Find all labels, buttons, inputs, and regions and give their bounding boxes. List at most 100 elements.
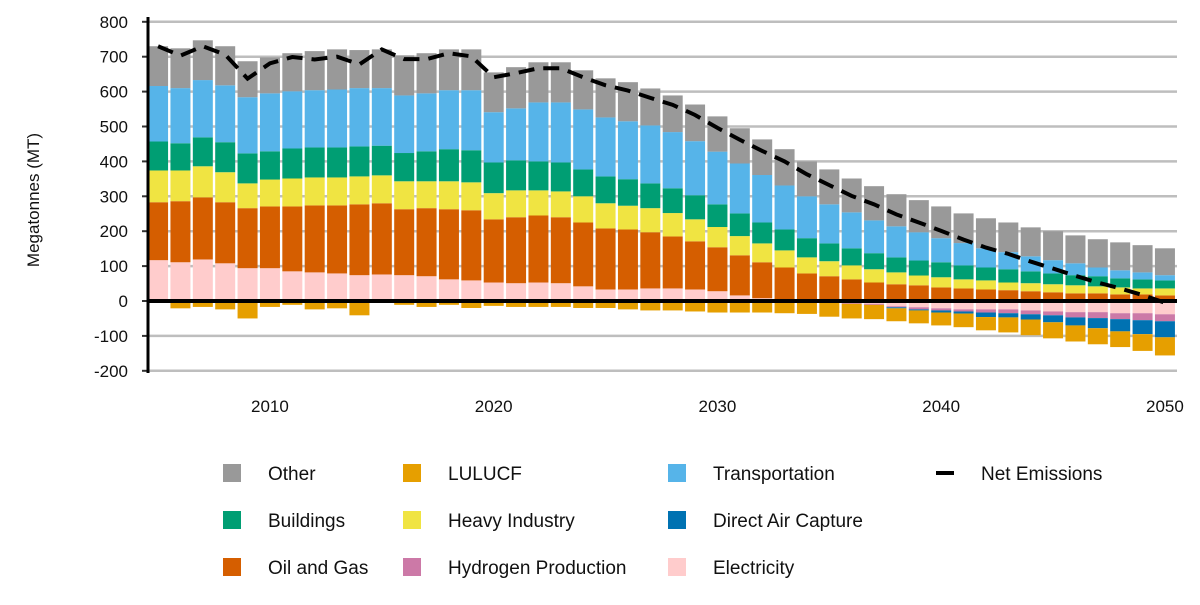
bar-buildings-2032 [752, 222, 773, 244]
bar-heavy-industry-2032 [752, 243, 773, 263]
bar-oil-and-gas-2039 [908, 285, 929, 301]
bar-transportation-2022 [528, 102, 549, 162]
bar-transportation-2037 [864, 220, 885, 254]
bar-other-2015 [371, 49, 392, 89]
bar-transportation-2026 [617, 121, 638, 180]
bar-heavy-industry-2045 [1043, 284, 1064, 293]
bar-lulucf-2009 [237, 301, 258, 319]
bar-electricity-2039 [908, 301, 929, 308]
bar-hydrogen-production-2043 [998, 309, 1019, 314]
bar-other-2020 [483, 72, 504, 113]
bar-buildings-2040 [931, 262, 952, 278]
bar-transportation-2039 [908, 232, 929, 261]
bar-transportation-2030 [707, 151, 728, 205]
bar-oil-and-gas-2021 [506, 217, 527, 284]
bar-oil-and-gas-2040 [931, 287, 952, 301]
bar-other-2025 [595, 78, 616, 118]
bar-oil-and-gas-2014 [349, 204, 370, 276]
bar-direct-air-capture-2043 [998, 313, 1019, 318]
bar-heavy-industry-2036 [841, 265, 862, 280]
bar-lulucf-2045 [1043, 322, 1064, 339]
bar-transportation-2019 [461, 90, 482, 151]
bar-buildings-2009 [237, 153, 258, 184]
bar-lulucf-2044 [1020, 319, 1041, 336]
bar-lulucf-2029 [685, 301, 706, 312]
bar-transportation-2006 [170, 88, 191, 144]
bar-oil-and-gas-2026 [617, 229, 638, 290]
bar-buildings-2006 [170, 143, 191, 171]
bar-electricity-2046 [1065, 301, 1086, 313]
bar-oil-and-gas-2048 [1110, 294, 1131, 301]
legend-swatch [223, 464, 241, 482]
bar-buildings-2050 [1154, 280, 1175, 289]
bar-electricity-2006 [170, 262, 191, 301]
bar-oil-and-gas-2023 [550, 217, 571, 284]
bar-electricity-2031 [729, 295, 750, 301]
bar-oil-and-gas-2043 [998, 290, 1019, 301]
bar-electricity-2017 [416, 276, 437, 301]
bar-buildings-2018 [438, 149, 459, 182]
bar-buildings-2010 [259, 151, 280, 180]
bar-heavy-industry-2007 [192, 166, 213, 198]
bar-electricity-2009 [237, 268, 258, 301]
legend-item-electricity: Electricity [668, 558, 795, 579]
bar-heavy-industry-2020 [483, 193, 504, 220]
bar-oil-and-gas-2020 [483, 219, 504, 283]
bar-lulucf-2012 [304, 301, 325, 310]
bar-heavy-industry-2017 [416, 181, 437, 209]
bar-electricity-2007 [192, 259, 213, 301]
bar-other-2007 [192, 40, 213, 81]
bar-heavy-industry-2016 [394, 181, 415, 210]
bar-lulucf-2046 [1065, 325, 1086, 342]
bar-lulucf-2019 [461, 301, 482, 308]
bar-other-2049 [1132, 245, 1153, 273]
legend-label: Hydrogen Production [448, 558, 627, 579]
bar-electricity-2026 [617, 289, 638, 301]
legend-label: Direct Air Capture [713, 511, 863, 532]
y-tick-label: 300 [100, 187, 128, 206]
bar-buildings-2024 [573, 169, 594, 197]
bar-lulucf-2038 [886, 308, 907, 322]
bar-lulucf-2048 [1110, 331, 1131, 348]
bar-buildings-2017 [416, 151, 437, 182]
bar-oil-and-gas-2006 [170, 201, 191, 263]
bar-oil-and-gas-2031 [729, 255, 750, 296]
bar-transportation-2031 [729, 163, 750, 214]
bar-hydrogen-production-2045 [1043, 311, 1064, 316]
bar-buildings-2045 [1043, 273, 1064, 285]
bar-electricity-2021 [506, 283, 527, 301]
bar-lulucf-2007 [192, 301, 213, 307]
bar-other-2016 [394, 55, 415, 96]
bar-oil-and-gas-2032 [752, 262, 773, 299]
bar-heavy-industry-2037 [864, 269, 885, 283]
bar-other-2006 [170, 48, 191, 89]
bar-buildings-2036 [841, 248, 862, 266]
bar-transportation-2048 [1110, 270, 1131, 279]
bar-electricity-2027 [640, 288, 661, 301]
bar-other-2018 [438, 49, 459, 91]
bar-lulucf-2013 [327, 301, 348, 309]
bar-lulucf-2023 [550, 301, 571, 307]
legend-swatch [403, 464, 421, 482]
bar-heavy-industry-2013 [327, 177, 348, 206]
bar-other-2047 [1087, 239, 1108, 268]
bar-electricity-2045 [1043, 301, 1064, 312]
bar-buildings-2026 [617, 179, 638, 206]
bar-lulucf-2024 [573, 301, 594, 308]
bar-heavy-industry-2046 [1065, 285, 1086, 294]
bar-electricity-2008 [215, 263, 236, 301]
bar-other-2011 [282, 53, 303, 92]
bar-oil-and-gas-2045 [1043, 292, 1064, 301]
bar-oil-and-gas-2035 [819, 276, 840, 301]
bar-lulucf-2040 [931, 312, 952, 326]
bar-buildings-2047 [1087, 276, 1108, 287]
bar-heavy-industry-2029 [685, 219, 706, 242]
legend-label: LULUCF [448, 464, 522, 485]
legend-swatch [668, 511, 686, 529]
bar-electricity-2018 [438, 279, 459, 301]
bar-oil-and-gas-2012 [304, 205, 325, 273]
bar-lulucf-2010 [259, 301, 280, 307]
legend-label: Other [268, 464, 316, 485]
bar-other-2026 [617, 82, 638, 122]
bar-other-2044 [1020, 227, 1041, 257]
